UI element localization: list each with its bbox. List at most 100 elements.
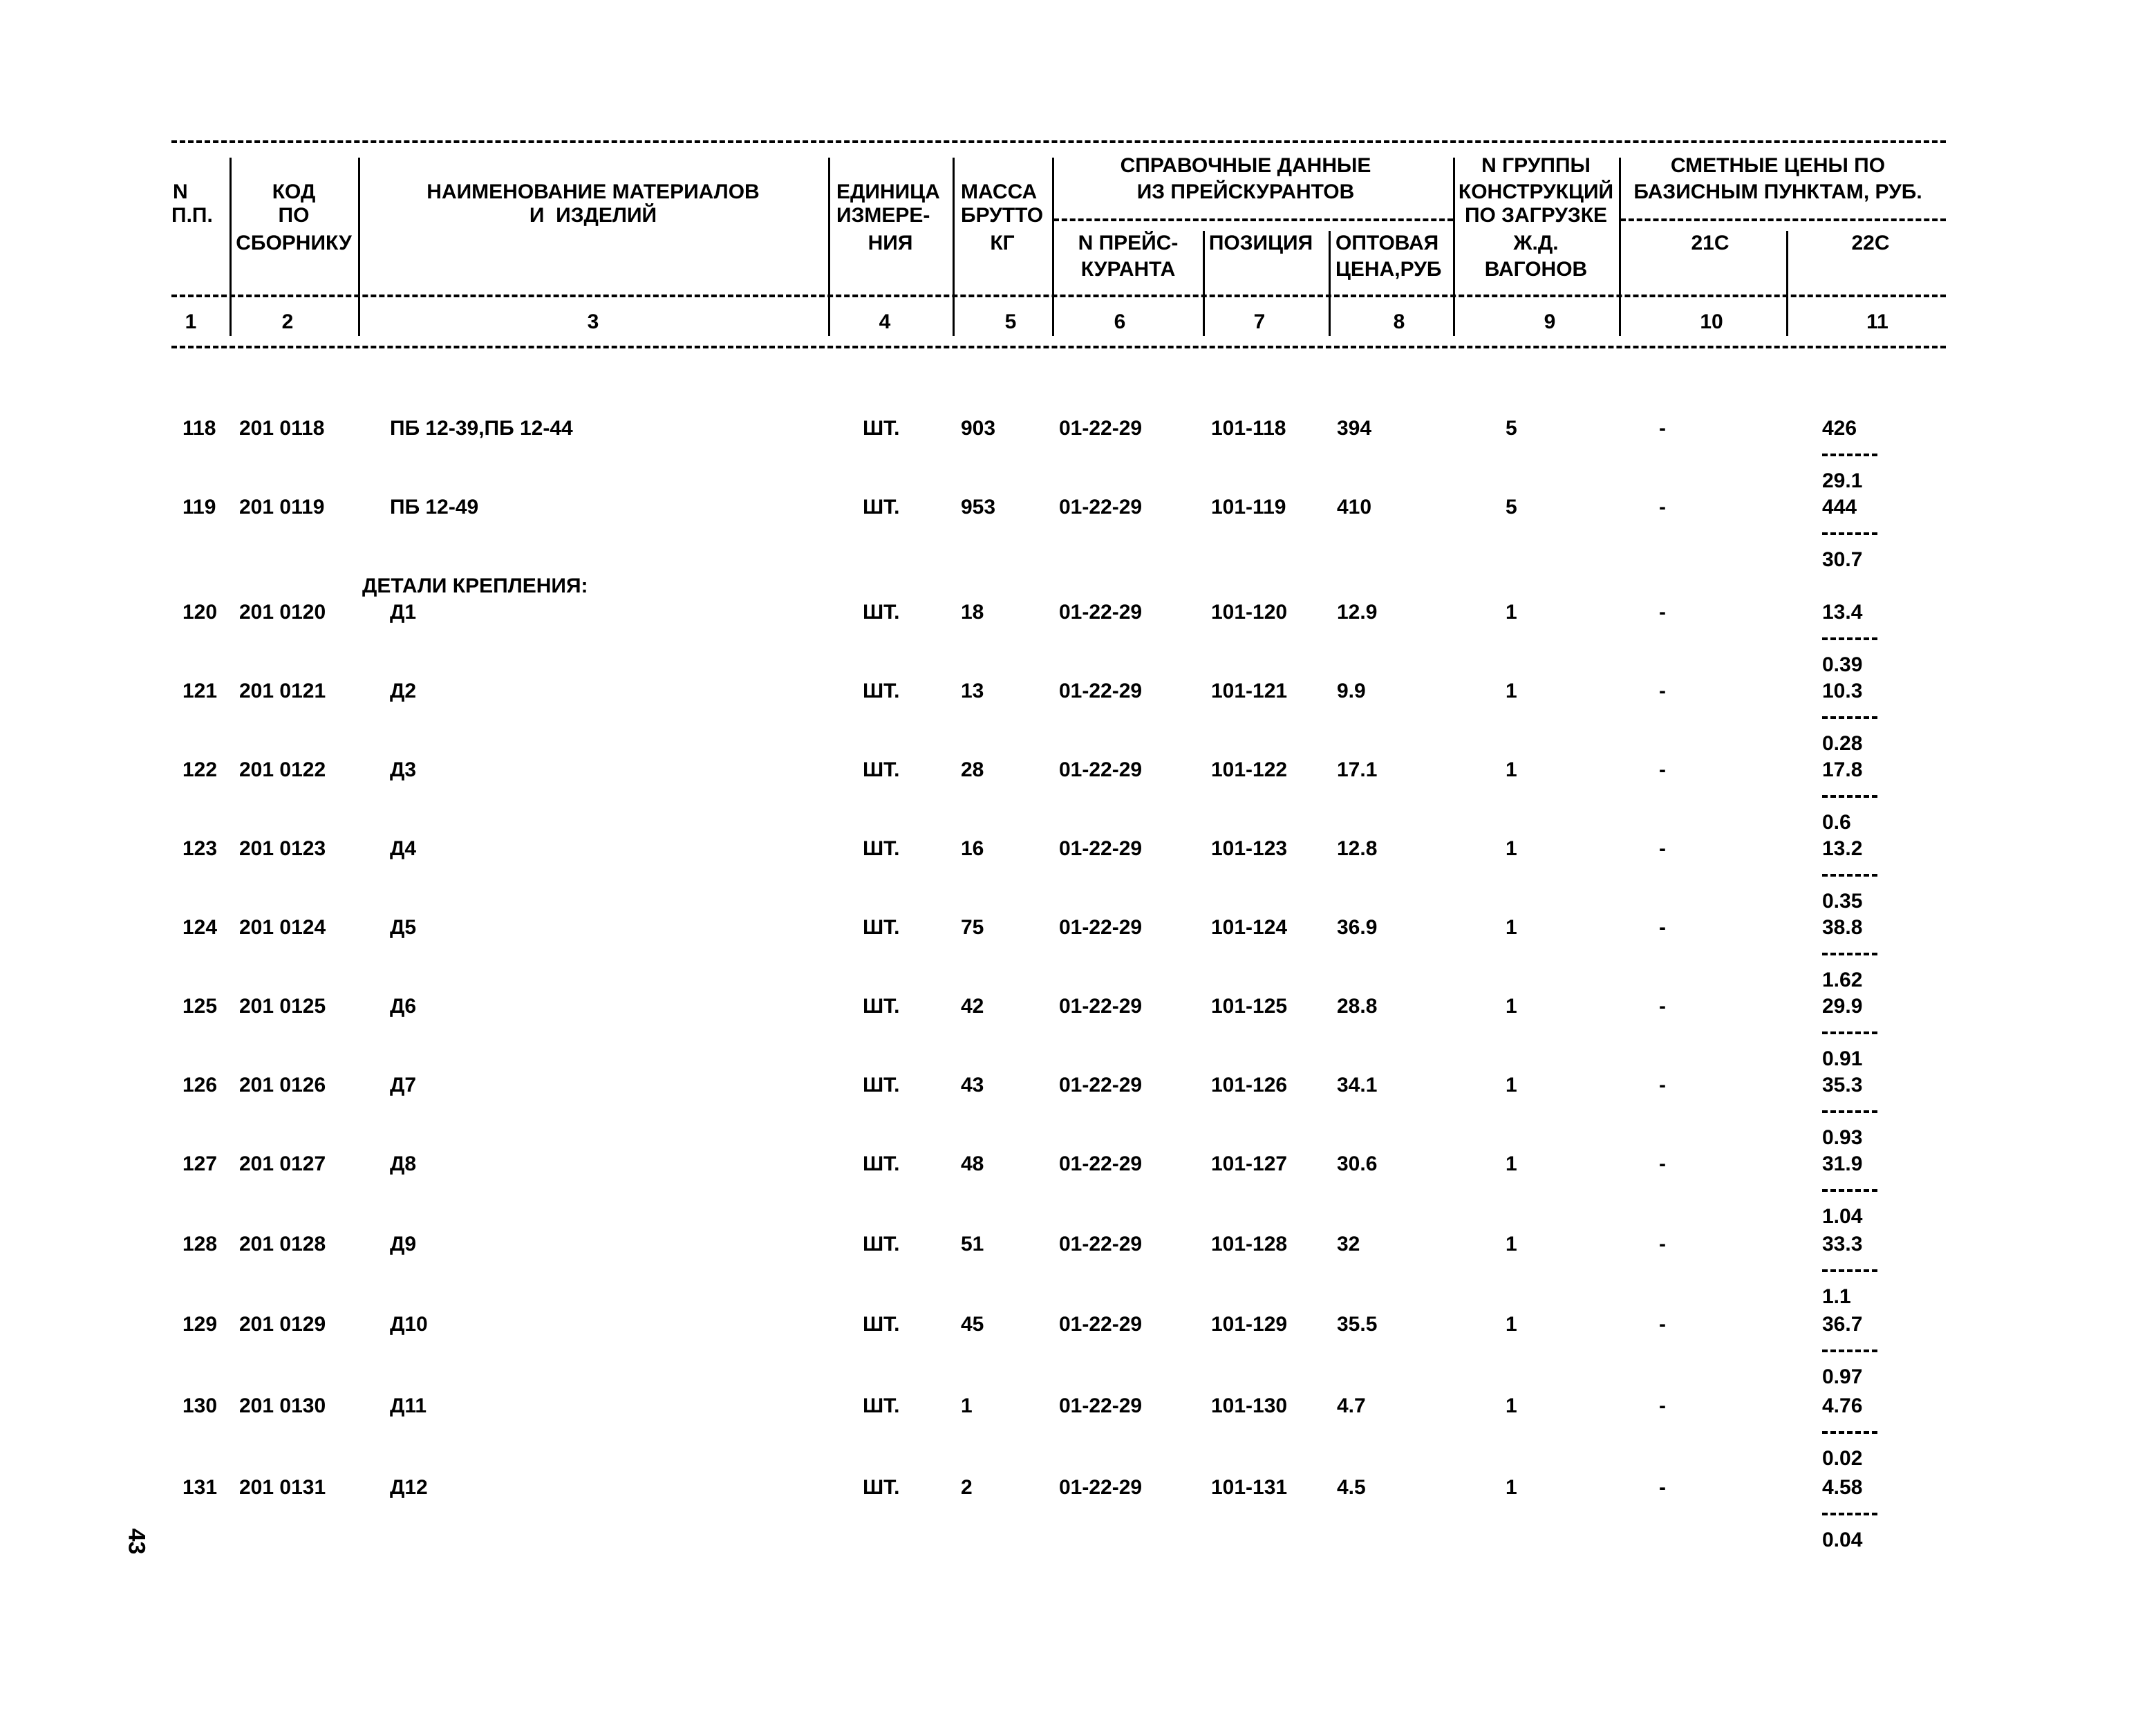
price-21c: - [1659,758,1666,781]
price-list-number: 01-22-29 [1059,1074,1143,1096]
price-21c: - [1659,1074,1666,1096]
row-number: 125 [182,995,218,1018]
code: 201 0122 [239,758,326,781]
column-number: 5 [1004,310,1017,333]
group-number: 1 [1506,916,1517,939]
material-name: Д1 [390,601,417,624]
wholesale-price: 4.7 [1337,1394,1366,1417]
fraction-line [1822,953,1877,955]
fraction-line [1822,637,1877,640]
unit: ШТ. [863,1313,900,1336]
row-number: 126 [182,1074,218,1096]
wholesale-price: 12.8 [1337,837,1378,860]
price-list-number: 01-22-29 [1059,1394,1143,1417]
header-position: ПОЗИЦИЯ [1208,232,1313,254]
header-code: КОД [272,180,316,203]
fraction-line [1822,1110,1877,1113]
price-list-number: 01-22-29 [1059,1476,1143,1499]
price-list-number: 01-22-29 [1059,1233,1143,1255]
row-number: 124 [182,916,218,939]
header-group-number: КОНСТРУКЦИЙ [1458,180,1614,203]
column-number: 2 [281,310,294,333]
price-list-number: 01-22-29 [1059,1152,1143,1175]
price-22c-secondary: 0.35 [1822,890,1863,913]
group-number: 1 [1506,995,1517,1018]
header-code: СБОРНИКУ [236,232,352,254]
mass: 1 [961,1394,973,1417]
header-group-number: ПО ЗАГРУЗКЕ [1464,204,1608,227]
column-number: 6 [1114,310,1126,333]
code: 201 0130 [239,1394,326,1417]
code: 201 0127 [239,1152,326,1175]
price-22c-secondary: 0.28 [1822,732,1863,755]
header-mass: БРУТТО [961,204,1044,227]
price-22c-secondary: 1.1 [1822,1285,1851,1308]
unit: ШТ. [863,680,900,702]
code: 201 0126 [239,1074,326,1096]
wholesale-price: 9.9 [1337,680,1366,702]
row-number: 118 [182,417,216,440]
row-number: 122 [182,758,218,781]
mass: 18 [961,601,984,624]
material-name: Д6 [390,995,417,1018]
wholesale-price: 17.1 [1337,758,1378,781]
header-name: НАИМЕНОВАНИЕ МАТЕРИАЛОВ [426,180,760,203]
fraction-line [1822,1431,1877,1434]
header-wholesale-price: ОПТОВАЯ [1335,232,1439,254]
header-22c: 22С [1851,232,1890,254]
code: 201 0118 [239,417,325,440]
price-22c-secondary: 1.62 [1822,969,1863,991]
wholesale-price: 32 [1337,1233,1360,1255]
code: 201 0119 [239,496,325,519]
unit: ШТ. [863,417,900,440]
group-number: 1 [1506,680,1517,702]
price-22c: 29.9 [1822,995,1863,1018]
fraction-line [1822,1513,1877,1515]
unit: ШТ. [863,1233,900,1255]
price-list-number: 01-22-29 [1059,995,1143,1018]
code: 201 0129 [239,1313,326,1336]
price-22c-secondary: 0.93 [1822,1126,1863,1149]
code: 201 0124 [239,916,326,939]
price-22c-secondary: 0.6 [1822,811,1851,834]
column-number: 4 [879,310,891,333]
position: 101-129 [1211,1313,1288,1336]
unit: ШТ. [863,1394,900,1417]
fraction-line [1822,454,1877,456]
mass: 45 [961,1313,984,1336]
row-number: 123 [182,837,218,860]
position: 101-118 [1211,417,1286,440]
unit: ШТ. [863,916,900,939]
fraction-line [1822,716,1877,719]
material-name: Д4 [390,837,417,860]
header-unit: ЕДИНИЦА [836,180,940,203]
position: 101-126 [1211,1074,1288,1096]
group-number: 5 [1506,496,1517,519]
column-divider [1052,158,1054,336]
group-number: 1 [1506,837,1517,860]
header-price-list-number: КУРАНТА [1080,258,1176,281]
price-21c: - [1659,1394,1666,1417]
price-21c: - [1659,417,1666,440]
material-name: Д12 [390,1476,428,1499]
wholesale-price: 410 [1337,496,1372,519]
group-number: 1 [1506,1476,1517,1499]
column-divider [1453,158,1455,336]
mass: 51 [961,1233,984,1255]
fraction-line [1822,532,1877,535]
price-22c: 4.58 [1822,1476,1863,1499]
price-21c: - [1659,1152,1666,1175]
price-list-number: 01-22-29 [1059,496,1143,519]
price-list-number: 01-22-29 [1059,758,1143,781]
position: 101-119 [1211,496,1286,519]
column-number: 3 [587,310,599,333]
header-code: ПО [278,204,310,227]
group-number: 1 [1506,1233,1517,1255]
position: 101-124 [1211,916,1288,939]
column-divider [358,158,360,336]
wholesale-price: 12.9 [1337,601,1378,624]
material-name: Д8 [390,1152,417,1175]
row-number: 130 [182,1394,218,1417]
price-22c-secondary: 0.39 [1822,653,1863,676]
code: 201 0131 [239,1476,326,1499]
